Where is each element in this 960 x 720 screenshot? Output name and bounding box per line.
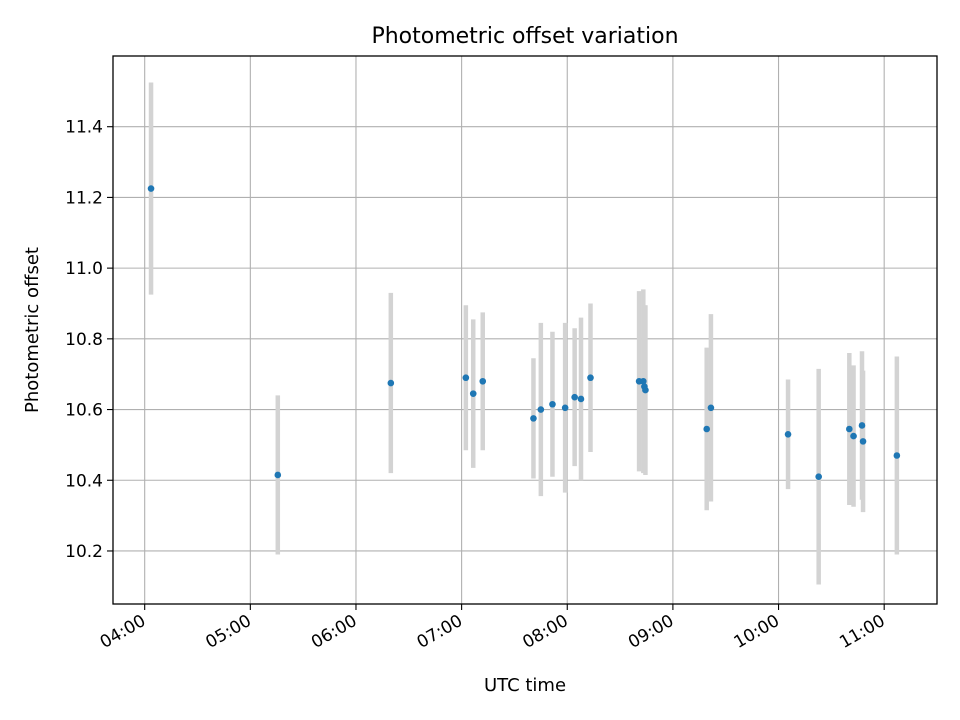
- plot-frame: [112, 55, 938, 605]
- y-axis-ticks: 10.2 10.4 10.6 10.8 11.0 11.2 11.4: [65, 118, 113, 562]
- y-tick-label: 10.4: [65, 471, 103, 491]
- data-point: [859, 438, 867, 445]
- data-point: [469, 390, 477, 397]
- data-point: [577, 395, 585, 403]
- y-tick-label: 11.2: [65, 188, 103, 208]
- data-point: [893, 452, 901, 459]
- data-point: [571, 393, 578, 401]
- y-axis-label: Photometric offset: [22, 247, 43, 413]
- y-tick-label: 11.0: [65, 259, 103, 279]
- data-point: [642, 386, 649, 394]
- data-point: [707, 404, 715, 412]
- data-point: [640, 377, 647, 385]
- data-point: [703, 425, 711, 433]
- data-point: [815, 473, 822, 481]
- data-point: [274, 471, 282, 479]
- chart-title: Photometric offset variation: [371, 24, 678, 49]
- data-point: [850, 432, 857, 440]
- data-points: [147, 185, 901, 481]
- y-tick-label: 10.6: [65, 401, 103, 421]
- data-point: [549, 400, 556, 408]
- y-tick-label: 11.4: [65, 118, 103, 138]
- data-point: [462, 374, 470, 382]
- data-point: [530, 415, 537, 422]
- x-axis-label: UTC time: [484, 675, 566, 696]
- data-point: [561, 404, 569, 412]
- data-point: [858, 422, 866, 429]
- data-point: [587, 374, 594, 382]
- data-point: [784, 430, 792, 438]
- data-point: [147, 185, 155, 192]
- y-tick-label: 10.2: [65, 542, 103, 562]
- data-point: [846, 425, 853, 433]
- y-tick-label: 10.8: [65, 330, 103, 350]
- data-point: [387, 379, 395, 387]
- data-point: [479, 377, 487, 385]
- data-point: [537, 406, 545, 413]
